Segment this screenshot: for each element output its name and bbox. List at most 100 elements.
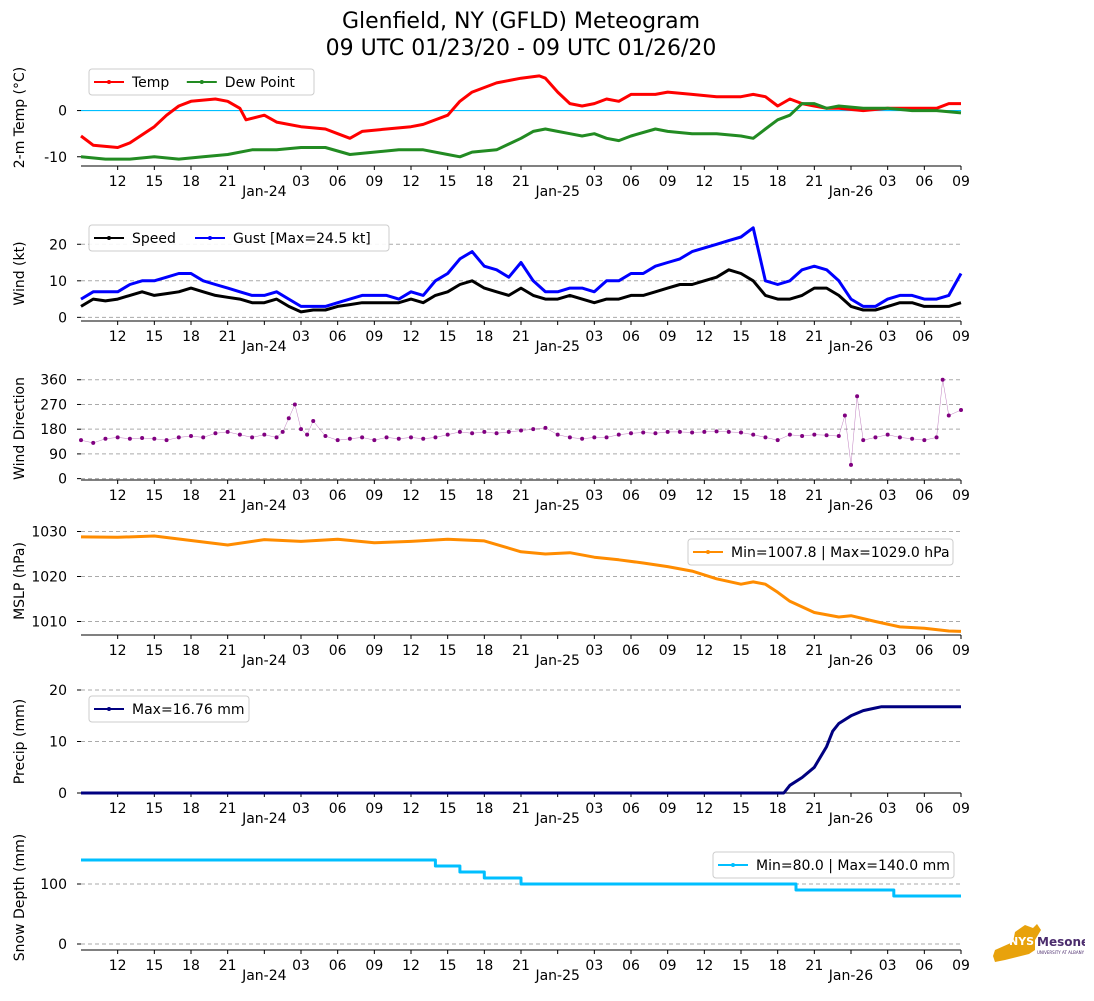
x-tick-label: 21 [805,958,823,974]
series-line-gust [80,226,963,308]
data-point [555,432,560,437]
data-point [787,432,792,437]
x-tick-label: 21 [512,801,530,817]
panel-precip: 12 15 18 21 03 06 09 12 15 18 21 03 06 09 12 15 18 21 03 06… [12,683,970,827]
x-tick-label: 06 [915,801,933,817]
data-point [457,429,462,434]
data-point [372,438,377,443]
data-point [592,435,597,440]
y-axis-label: MSLP (hPa) [12,542,28,620]
x-tick-label: 06 [915,643,933,659]
x-tick-label: 06 [622,801,640,817]
x-tick-label: 18 [769,643,787,659]
data-point [855,394,860,399]
data-point [280,429,285,434]
data-point [384,435,389,440]
data-point [861,438,866,443]
x-tick-label: 03 [585,643,603,659]
x-tick-label: 12 [695,174,713,190]
x-tick-label: 12 [695,488,713,504]
data-point [702,429,707,434]
date-label: Jan-26 [828,811,874,827]
date-label: Jan-25 [534,968,579,984]
date-label: Jan-26 [828,339,874,355]
x-tick-label: 09 [952,174,970,190]
data-point [506,429,511,434]
data-point [347,436,352,441]
y-axis-label: Wind (kt) [12,241,28,305]
x-tick-label: 03 [585,801,603,817]
x-tick-label: 18 [475,958,493,974]
x-tick-label: 09 [365,643,383,659]
x-tick-label: 18 [182,643,200,659]
data-point [751,432,756,437]
x-tick-label: 06 [329,174,347,190]
x-tick-label: 15 [439,174,457,190]
legend-wind: Speed Gust [Max=24.5 kt] [88,224,390,252]
data-point [470,431,475,436]
x-tick-label: 12 [109,329,127,345]
x-tick-label: 15 [732,958,750,974]
x-tick-label: 06 [622,643,640,659]
y-tick-label: 0 [58,104,67,120]
x-tick-label: 21 [219,488,237,504]
x-tick-label: 03 [879,174,897,190]
x-tick-label: 15 [732,801,750,817]
x-tick-label: 18 [182,174,200,190]
x-tick-label: 21 [512,329,530,345]
x-tick-label: 15 [145,329,163,345]
y-tick-label: 270 [40,397,67,413]
legend-mslp: Min=1007.8 | Max=1029.0 hPa [687,538,954,566]
date-label: Jan-24 [241,339,287,355]
data-point [800,434,805,439]
date-label: Jan-24 [241,968,287,984]
data-point [531,427,536,432]
x-tick-label: 06 [329,488,347,504]
x-tick-label: 06 [622,174,640,190]
panel-snow: 12 15 18 21 03 06 09 12 15 18 21 03 06 09 12 15 18 21 03 06… [12,834,970,984]
x-tick-label: 09 [952,643,970,659]
y-tick-label: 90 [49,447,67,463]
x-tick-label: 21 [219,958,237,974]
x-tick-label: 18 [475,174,493,190]
data-point [629,431,633,436]
data-point [653,431,658,436]
data-point [335,438,340,443]
data-point [775,438,780,443]
x-tick-label: 21 [219,801,237,817]
x-tick-label: 12 [402,174,420,190]
x-tick-label: 12 [402,329,420,345]
data-point [494,431,499,436]
y-axis-label: 2-m Temp (°C) [12,67,28,169]
data-point [250,435,255,440]
data-point [763,435,768,440]
x-tick-label: 21 [512,488,530,504]
logo-mesonet: Mesonet [1037,935,1085,949]
data-point [225,429,230,434]
x-tick-label: 12 [695,643,713,659]
data-point [842,413,847,418]
data-point [641,430,646,435]
x-tick-label: 18 [182,958,200,974]
y-tick-label: 1010 [31,615,67,631]
x-tick-label: 21 [219,643,237,659]
x-tick-label: 15 [145,488,163,504]
y-tick-label: 100 [40,877,67,893]
data-point [396,436,401,441]
x-tick-label: 09 [659,958,677,974]
legend-temp: Temp Dew Point [88,68,315,96]
legend-label: Min=1007.8 | Max=1029.0 hPa [731,545,950,561]
x-tick-label: 06 [329,643,347,659]
data-point [433,435,438,440]
data-point [164,438,169,443]
x-tick-label: 09 [952,958,970,974]
data-point [311,418,316,423]
legend-label: Min=80.0 | Max=140.0 mm [756,858,950,874]
series-line-min=80.0 [81,858,961,898]
data-point [959,407,963,412]
y-tick-label: 10 [49,274,67,290]
data-point [849,462,853,467]
x-tick-label: 15 [732,488,750,504]
x-tick-label: 18 [182,488,200,504]
